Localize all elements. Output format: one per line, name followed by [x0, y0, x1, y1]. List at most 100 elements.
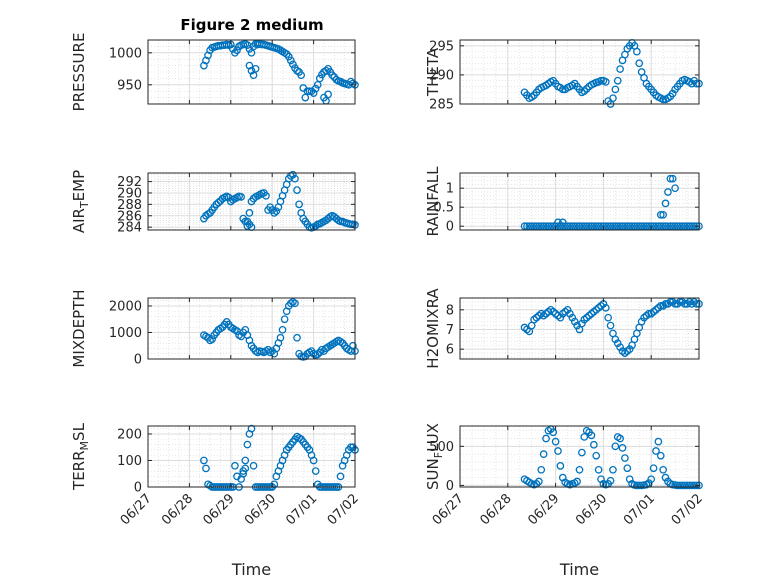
- data-point: [570, 222, 579, 231]
- data-point: [613, 222, 622, 231]
- data-point: [635, 59, 644, 68]
- y-axis-label: SUNFLUX: [424, 423, 445, 490]
- data-point: [661, 199, 670, 208]
- data-point: [291, 174, 299, 183]
- data-point: [680, 222, 689, 231]
- data-point: [606, 321, 615, 330]
- data-point: [231, 461, 239, 470]
- subplot-6: 0 100 200 TERRMSL 06/27 06/28 06/29 06/30 07/01 0…: [70, 422, 362, 579]
- data-point: [613, 76, 622, 85]
- data-point: [556, 462, 565, 470]
- data-point: [668, 174, 677, 183]
- data-point: [253, 40, 262, 49]
- x-axis-label: Time: [231, 560, 271, 579]
- data-point: [678, 222, 687, 231]
- data-point: [601, 78, 610, 86]
- data-point: [573, 222, 581, 231]
- data-point: [573, 321, 581, 330]
- data-point: [625, 222, 634, 231]
- subplot-4: 0 1000 2000 MIXDEPTH: [70, 289, 359, 368]
- data-point: [297, 71, 306, 80]
- data-point: [580, 222, 589, 231]
- data-point: [549, 222, 558, 231]
- data-point: [566, 309, 574, 318]
- data-point: [611, 442, 620, 451]
- y-tick-label: 950: [117, 78, 142, 93]
- x-tick-label: 06/29: [201, 491, 238, 528]
- data-point: [270, 209, 279, 217]
- data-point: [311, 222, 320, 230]
- data-point: [597, 76, 605, 85]
- data-point: [676, 222, 684, 231]
- data-point: [664, 222, 672, 231]
- data-point: [328, 71, 337, 80]
- data-point: [621, 222, 629, 231]
- x-tick-label: 07/02: [669, 491, 706, 528]
- data-point: [601, 303, 610, 312]
- data-point: [289, 60, 297, 69]
- data-point: [673, 481, 682, 490]
- data-point: [609, 94, 617, 103]
- data-point: [556, 313, 565, 322]
- axes-box: [459, 39, 700, 105]
- data-point: [247, 66, 256, 75]
- data-point: [633, 222, 641, 231]
- data-point: [635, 481, 644, 490]
- data-point: [530, 222, 538, 231]
- data-point: [692, 79, 701, 88]
- axes-box: [459, 172, 700, 231]
- data-point: [668, 222, 677, 231]
- data-point: [289, 170, 297, 179]
- data-point: [556, 222, 565, 231]
- data-point: [666, 298, 675, 306]
- data-point: [592, 451, 601, 460]
- data-point: [558, 222, 567, 231]
- x-tick-label: 06/30: [573, 491, 610, 528]
- data-point: [625, 345, 634, 354]
- data-point: [654, 437, 663, 446]
- y-tick-label: 0: [446, 220, 454, 235]
- data-point: [652, 447, 660, 455]
- data-point: [546, 222, 555, 231]
- y-axis-label: THETA: [424, 47, 442, 97]
- data-point: [539, 222, 548, 231]
- data-point: [594, 465, 603, 474]
- axes-box: [459, 297, 700, 360]
- data-point: [656, 451, 665, 460]
- data-point: [668, 89, 677, 98]
- y-tick-label: 290: [429, 68, 454, 83]
- data-point: [654, 222, 663, 231]
- data-point: [609, 465, 617, 474]
- y-tick-label: 0: [446, 479, 454, 494]
- data-point: [200, 456, 208, 465]
- data-point: [582, 222, 591, 231]
- x-tick-label: 06/30: [242, 491, 279, 528]
- data-point: [542, 434, 550, 443]
- x-axis-label: Time: [559, 560, 599, 579]
- y-axis-label: PRESSURE: [70, 33, 88, 112]
- data-point: [659, 222, 668, 231]
- y-tick-label: 2000: [109, 299, 142, 314]
- data-point: [558, 85, 567, 94]
- y-tick-label: 8: [446, 303, 454, 318]
- data-point: [597, 222, 605, 231]
- data-point: [649, 222, 658, 231]
- data-point: [291, 299, 299, 308]
- data-point: [554, 218, 562, 227]
- x-tick-label: 07/01: [283, 491, 320, 528]
- data-point: [623, 464, 632, 473]
- data-point: [589, 222, 598, 231]
- data-point: [295, 200, 303, 209]
- data-point: [601, 222, 610, 231]
- y-tick-label: 285: [429, 98, 454, 113]
- y-tick-label: 290: [117, 186, 142, 201]
- data-point: [616, 343, 624, 352]
- data-point: [616, 222, 624, 231]
- data-point: [604, 313, 613, 322]
- subplot-3: 0 0.5 1 RAINFALL: [424, 166, 703, 236]
- data-point: [241, 456, 250, 465]
- data-point: [580, 87, 589, 96]
- data-point: [587, 222, 596, 231]
